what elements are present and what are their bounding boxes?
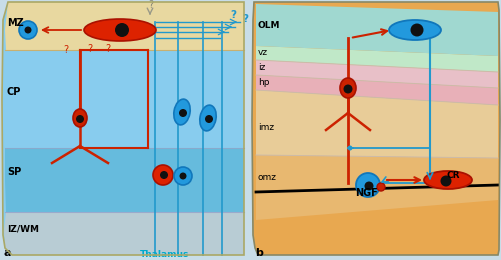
Text: vz: vz [258, 48, 268, 57]
Circle shape [364, 181, 373, 191]
Circle shape [19, 21, 37, 39]
Circle shape [355, 173, 379, 197]
Ellipse shape [73, 109, 87, 127]
Circle shape [25, 27, 32, 34]
Polygon shape [256, 75, 497, 105]
Text: ?: ? [105, 44, 110, 54]
Polygon shape [256, 60, 497, 88]
Circle shape [179, 109, 187, 117]
Text: iz: iz [258, 63, 265, 72]
Text: ?: ? [229, 10, 235, 20]
Text: OLM: OLM [258, 21, 280, 30]
Polygon shape [4, 212, 243, 255]
Text: omz: omz [258, 173, 277, 182]
Circle shape [204, 115, 212, 123]
Circle shape [174, 167, 191, 185]
Ellipse shape [339, 78, 355, 98]
Text: a: a [4, 248, 12, 258]
Polygon shape [256, 46, 497, 72]
Ellipse shape [84, 19, 156, 41]
Ellipse shape [173, 99, 190, 125]
Text: IZ/WM: IZ/WM [7, 225, 39, 234]
Ellipse shape [423, 171, 471, 189]
Text: CR: CR [446, 171, 459, 180]
Text: CP: CP [7, 87, 22, 97]
Polygon shape [256, 155, 497, 220]
Circle shape [76, 115, 84, 123]
Text: MZ: MZ [7, 18, 24, 28]
Text: NGF: NGF [354, 188, 377, 198]
Text: ?: ? [63, 45, 69, 55]
Circle shape [439, 176, 450, 186]
Text: ?: ? [241, 14, 247, 24]
Circle shape [153, 165, 173, 185]
Circle shape [343, 84, 352, 94]
Text: ?: ? [87, 44, 92, 54]
Circle shape [376, 183, 384, 191]
Circle shape [160, 171, 168, 179]
Polygon shape [256, 90, 497, 158]
Text: imz: imz [258, 123, 274, 132]
Ellipse shape [388, 20, 440, 40]
Text: ?: ? [148, 0, 153, 10]
Polygon shape [5, 148, 243, 212]
Polygon shape [2, 2, 243, 255]
Text: b: b [255, 248, 263, 258]
Polygon shape [256, 4, 497, 56]
Text: SP: SP [7, 167, 21, 177]
Polygon shape [252, 2, 499, 255]
Circle shape [115, 23, 129, 37]
Ellipse shape [199, 105, 216, 131]
Circle shape [347, 146, 352, 151]
Circle shape [179, 172, 186, 179]
Text: hp: hp [258, 78, 269, 87]
Polygon shape [252, 2, 499, 255]
Circle shape [410, 23, 423, 36]
Polygon shape [5, 2, 243, 50]
Text: Thalamus: Thalamus [140, 250, 189, 259]
